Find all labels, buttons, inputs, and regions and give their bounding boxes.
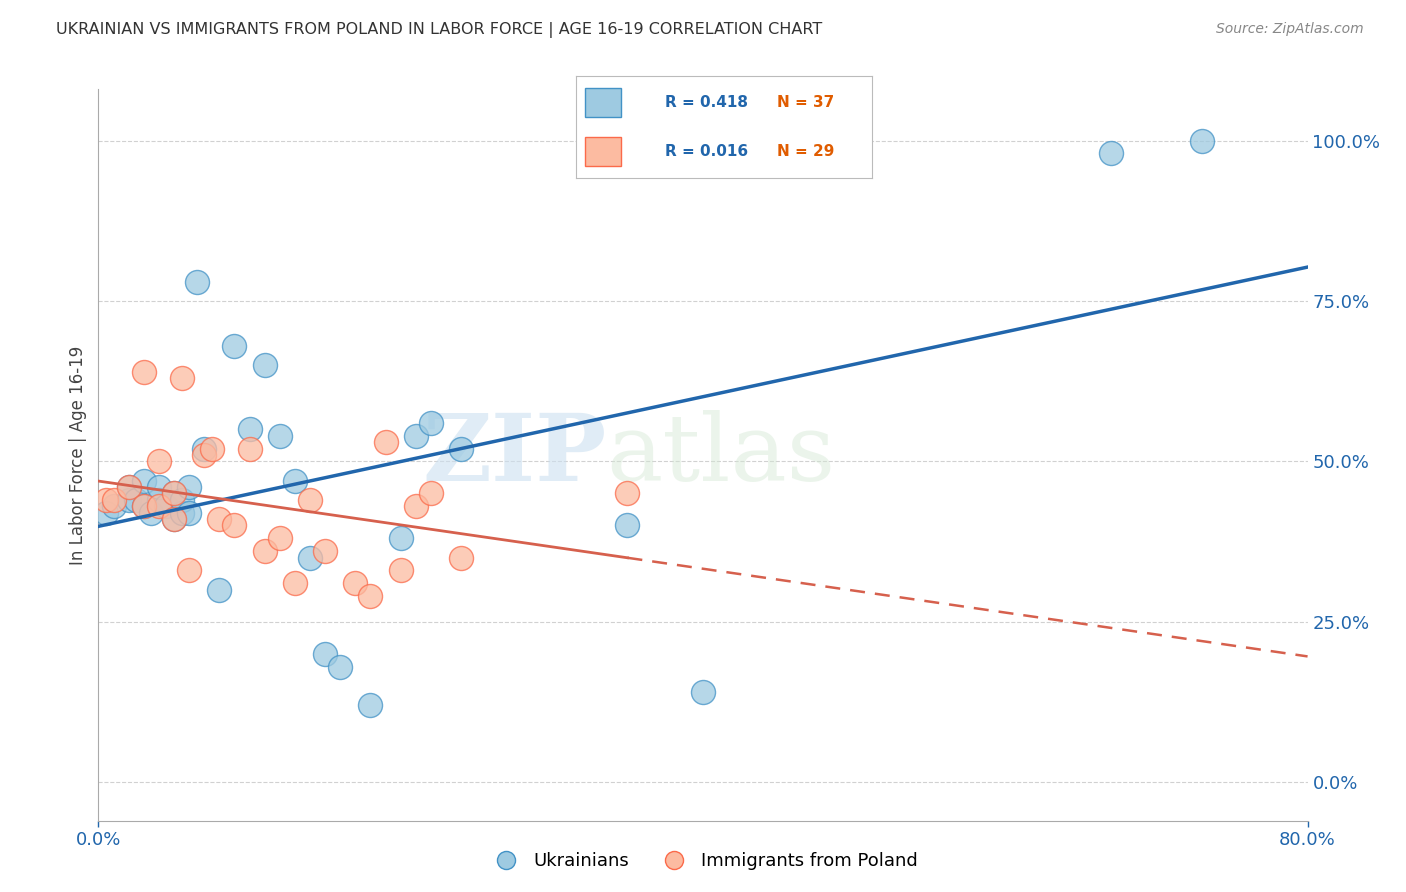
Point <box>118 480 141 494</box>
Text: N = 37: N = 37 <box>778 95 835 110</box>
Point <box>389 563 412 577</box>
Point <box>148 492 170 507</box>
Point <box>616 518 638 533</box>
Point <box>360 698 382 713</box>
Point <box>148 454 170 468</box>
Point <box>179 563 201 577</box>
Y-axis label: In Labor Force | Age 16-19: In Labor Force | Age 16-19 <box>69 345 87 565</box>
Legend: Ukrainians, Immigrants from Poland: Ukrainians, Immigrants from Poland <box>481 845 925 878</box>
Point <box>344 576 367 591</box>
Point <box>148 500 170 514</box>
Point <box>155 500 177 514</box>
Point <box>132 500 155 514</box>
Point <box>239 422 262 436</box>
Point <box>405 500 427 514</box>
Text: UKRAINIAN VS IMMIGRANTS FROM POLAND IN LABOR FORCE | AGE 16-19 CORRELATION CHART: UKRAINIAN VS IMMIGRANTS FROM POLAND IN L… <box>56 22 823 38</box>
Point <box>132 474 155 488</box>
Point <box>193 448 215 462</box>
Point <box>299 492 322 507</box>
Point <box>103 492 125 507</box>
Point <box>163 512 186 526</box>
Point <box>360 589 382 603</box>
Point <box>148 480 170 494</box>
Point <box>239 442 262 456</box>
Point <box>299 550 322 565</box>
Point <box>125 492 148 507</box>
Point <box>284 576 307 591</box>
Point <box>329 659 352 673</box>
Point <box>420 416 443 430</box>
Bar <box>585 88 620 117</box>
Point <box>170 492 193 507</box>
Point <box>208 582 231 597</box>
Point <box>1099 146 1122 161</box>
Point <box>269 428 291 442</box>
Point <box>208 512 231 526</box>
Text: Source: ZipAtlas.com: Source: ZipAtlas.com <box>1216 22 1364 37</box>
Point <box>374 435 396 450</box>
Point <box>118 480 141 494</box>
Point <box>163 486 186 500</box>
Point <box>450 550 472 565</box>
Point <box>186 275 208 289</box>
Text: atlas: atlas <box>606 410 835 500</box>
Point <box>141 506 163 520</box>
Point <box>94 506 117 520</box>
Point <box>692 685 714 699</box>
Point <box>253 358 276 372</box>
Point <box>224 339 246 353</box>
Text: N = 29: N = 29 <box>778 145 835 160</box>
Point <box>284 474 307 488</box>
Point <box>163 512 186 526</box>
Point <box>132 500 155 514</box>
Point <box>103 500 125 514</box>
Text: R = 0.016: R = 0.016 <box>665 145 748 160</box>
Point <box>405 428 427 442</box>
Point <box>163 486 186 500</box>
Point <box>179 480 201 494</box>
Point <box>132 364 155 378</box>
Point <box>450 442 472 456</box>
Bar <box>585 137 620 166</box>
Text: R = 0.418: R = 0.418 <box>665 95 748 110</box>
Point <box>389 532 412 546</box>
Point <box>94 492 117 507</box>
Point <box>201 442 224 456</box>
Point <box>314 544 336 558</box>
Point <box>314 647 336 661</box>
Point <box>170 371 193 385</box>
Point <box>193 442 215 456</box>
Point <box>253 544 276 558</box>
Text: ZIP: ZIP <box>422 410 606 500</box>
Point <box>269 532 291 546</box>
Point <box>1191 134 1213 148</box>
Point <box>179 506 201 520</box>
Point <box>420 486 443 500</box>
Point <box>616 486 638 500</box>
Point <box>224 518 246 533</box>
Point <box>170 506 193 520</box>
Point <box>118 492 141 507</box>
